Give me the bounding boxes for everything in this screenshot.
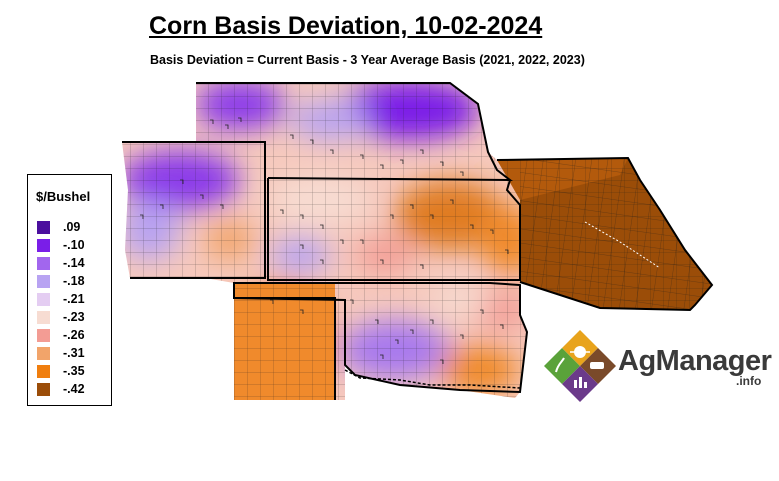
legend-item: -.42 <box>37 381 109 398</box>
legend-label: -.42 <box>63 382 85 396</box>
legend-swatch <box>37 293 50 306</box>
legend-item: -.23 <box>37 309 109 326</box>
logo-suffix: .info <box>736 374 762 388</box>
legend-label: -.35 <box>63 364 85 378</box>
legend-item: -.21 <box>37 291 109 308</box>
state-border-kansas <box>267 178 521 281</box>
legend-item: -.35 <box>37 363 109 380</box>
legend-item: -.18 <box>37 273 109 290</box>
legend-swatch <box>37 275 50 288</box>
agmanager-logo: AgManager .info <box>540 328 772 408</box>
legend-label: -.10 <box>63 238 85 252</box>
legend-swatch <box>37 329 50 342</box>
legend: $/Bushel .09 -.10 -.14 -.18 -.21 -.23 -.… <box>27 174 112 406</box>
legend-swatch <box>37 311 50 324</box>
legend-item: -.26 <box>37 327 109 344</box>
legend-label: -.26 <box>63 328 85 342</box>
state-border-missouri <box>496 156 714 312</box>
legend-title: $/Bushel <box>36 189 91 204</box>
legend-label: .09 <box>63 220 81 234</box>
legend-swatch <box>37 239 50 252</box>
legend-item: -.14 <box>37 255 109 272</box>
legend-label: -.23 <box>63 310 85 324</box>
legend-swatch <box>37 257 50 270</box>
legend-label: -.14 <box>63 256 85 270</box>
legend-label: -.31 <box>63 346 85 360</box>
state-border-colorado <box>122 141 266 279</box>
agmanager-diamond-icon <box>544 330 616 402</box>
legend-item: -.10 <box>37 237 109 254</box>
legend-item: .09 <box>37 219 109 236</box>
legend-label: -.18 <box>63 274 85 288</box>
legend-swatch <box>37 383 50 396</box>
legend-label: -.21 <box>63 292 85 306</box>
map-subtitle: Basis Deviation = Current Basis - 3 Year… <box>150 53 585 67</box>
state-border-texas <box>234 297 336 400</box>
state-border-oklahoma <box>233 282 529 394</box>
legend-swatch <box>37 347 50 360</box>
logo-name: AgManager <box>618 345 772 377</box>
legend-item: -.31 <box>37 345 109 362</box>
legend-swatch <box>37 221 50 234</box>
legend-swatch <box>37 365 50 378</box>
map-title: Corn Basis Deviation, 10-02-2024 <box>149 12 543 40</box>
